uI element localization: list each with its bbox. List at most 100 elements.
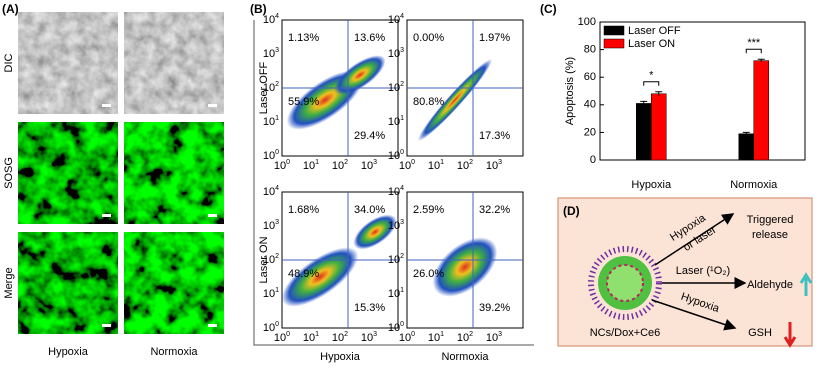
tick-exponent: 0 <box>400 321 404 328</box>
tick-label: 103 <box>263 47 279 60</box>
tick-label: 102 <box>263 81 279 94</box>
tick-label: 103 <box>361 159 377 172</box>
outcome: GSH <box>748 327 772 339</box>
tick-label: 101 <box>303 331 319 344</box>
quadrant-percent: 39.2% <box>479 302 510 314</box>
tick-exponent: 1 <box>440 159 444 166</box>
tick-label: 104 <box>263 185 279 198</box>
tick-exponent: 0 <box>286 331 290 338</box>
x-tick-label: Hypoxia <box>631 179 672 191</box>
outcome: Aldehyde <box>747 279 793 291</box>
quadrant-percent: 34.0% <box>354 204 385 216</box>
tick-label: 103 <box>361 331 377 344</box>
tick-exponent: 0 <box>411 331 415 338</box>
tick-label: 101 <box>263 287 279 300</box>
density <box>353 214 397 250</box>
tick-base: 10 <box>388 254 400 266</box>
tick-base: 10 <box>263 48 275 60</box>
tick-exponent: 0 <box>286 159 290 166</box>
tick-exponent: 2 <box>400 81 404 88</box>
x-tick-label: Normoxia <box>730 179 778 191</box>
tick-base: 10 <box>388 48 400 60</box>
tick-exponent: 3 <box>275 219 279 226</box>
micrograph <box>124 122 224 224</box>
y-axis-title: Apoptosis (%) <box>564 57 576 125</box>
micrograph <box>124 232 224 334</box>
scatter-cloud <box>432 237 498 297</box>
nanoparticle <box>588 246 662 320</box>
tick-label: 102 <box>332 159 348 172</box>
tick-exponent: 3 <box>275 47 279 54</box>
down-arrow <box>783 322 797 348</box>
quadrant-percent: 80.8% <box>413 96 444 108</box>
tick-exponent: 3 <box>400 47 404 54</box>
col-label: Hypoxia <box>48 346 89 358</box>
error-bar <box>655 91 663 96</box>
legend-label: Laser ON <box>628 38 675 50</box>
tick-label: 100 <box>399 159 415 172</box>
tick-base: 10 <box>332 332 344 344</box>
row-label: Laser ON <box>258 236 270 283</box>
tick-label: 102 <box>388 81 404 94</box>
arrow <box>651 299 737 331</box>
tick-exponent: 4 <box>400 185 404 192</box>
tick-label: 102 <box>263 253 279 266</box>
tick-label: 100 <box>263 149 279 162</box>
outcome: Triggered <box>747 214 794 226</box>
tick-base: 10 <box>263 150 275 162</box>
tick-exponent: 4 <box>400 13 404 20</box>
tick-label: 100 <box>274 159 290 172</box>
col-label: Normoxia <box>441 351 489 363</box>
significance: * <box>649 70 654 82</box>
quadrant-percent: 1.68% <box>288 204 319 216</box>
bar <box>753 60 769 161</box>
tick-exponent: 2 <box>344 159 348 166</box>
tick-base: 10 <box>388 186 400 198</box>
particle-label: NCs/Dox+Ce6 <box>590 327 661 339</box>
scale-bar <box>102 324 111 327</box>
panel-frame <box>253 20 534 346</box>
tick-exponent: 0 <box>275 149 279 156</box>
tick-exponent: 1 <box>315 331 319 338</box>
quadrant-percent: 55.9% <box>288 96 319 108</box>
quadrant-percent: 15.3% <box>354 302 385 314</box>
tick-exponent: 0 <box>411 159 415 166</box>
tick-base: 10 <box>361 332 373 344</box>
tick-base: 10 <box>486 332 498 344</box>
tick-exponent: 1 <box>275 115 279 122</box>
micrograph <box>124 12 224 114</box>
tick-base: 10 <box>274 332 286 344</box>
tick-base: 10 <box>263 116 275 128</box>
tick-label: 103 <box>388 219 404 232</box>
tick-base: 10 <box>263 322 275 334</box>
quadrant-percent: 0.00% <box>413 32 444 44</box>
tick-label: 100 <box>263 321 279 334</box>
scatter-cloud <box>417 58 493 142</box>
error-bar <box>640 100 648 106</box>
panel-c: (C) Apoptosis (%) 0 20 40 60 80 100 Hypoxia * Norm… <box>540 2 806 191</box>
tick-exponent: 3 <box>498 331 502 338</box>
tick-label: 100 <box>399 331 415 344</box>
tick-base: 10 <box>263 254 275 266</box>
tick-exponent: 3 <box>373 159 377 166</box>
legend-swatch <box>603 25 625 36</box>
tick-label: 101 <box>428 159 444 172</box>
tick-exponent: 0 <box>275 321 279 328</box>
density <box>417 58 493 142</box>
tick-label: 101 <box>428 331 444 344</box>
tick-exponent: 3 <box>400 219 404 226</box>
arrow-label: Laser (¹O₂) <box>676 265 730 277</box>
tick-label: 103 <box>388 47 404 60</box>
scale-bar <box>208 104 217 107</box>
tick-label: 101 <box>263 115 279 128</box>
tick-base: 10 <box>388 116 400 128</box>
tick-label: 103 <box>486 159 502 172</box>
panel-label: (A) <box>2 2 19 16</box>
tick-exponent: 2 <box>400 253 404 260</box>
tick-base: 10 <box>388 82 400 94</box>
tick-base: 10 <box>457 332 469 344</box>
quadrant-percent: 32.2% <box>479 204 510 216</box>
significance-bracket <box>745 48 762 54</box>
